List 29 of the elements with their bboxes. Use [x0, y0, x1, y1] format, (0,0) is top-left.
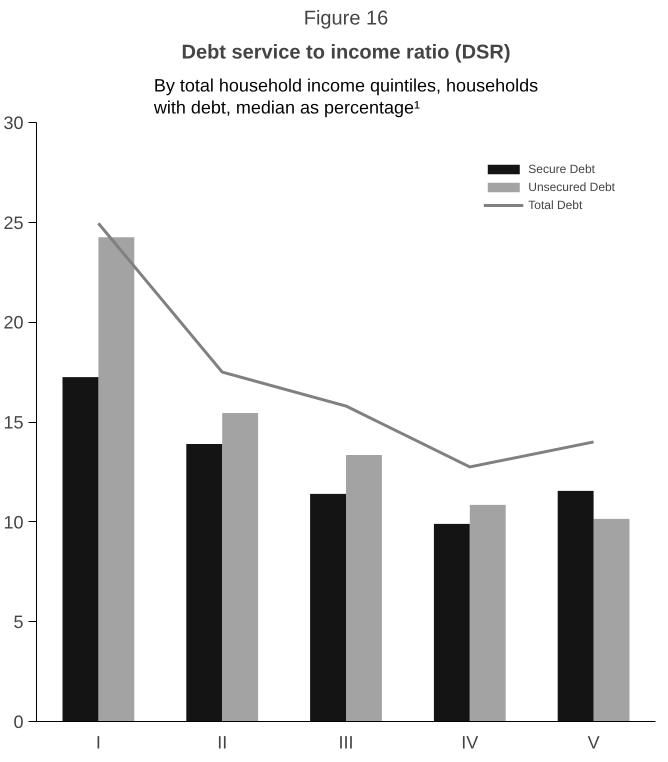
caption: Figure 16 — [304, 8, 388, 30]
y-tick-label: 30 — [3, 113, 24, 133]
legend-label: Total Debt — [528, 198, 582, 212]
x-tick-label: V — [588, 732, 600, 752]
y-tick-label: 5 — [13, 612, 24, 632]
bar — [558, 490, 594, 722]
legend-label: Secure Debt — [528, 162, 595, 176]
line-series — [96, 222, 596, 468]
bar — [62, 377, 98, 722]
chart-subtitle: By total household income quintiles, households with debt, median as percentage¹ — [152, 76, 538, 118]
bar — [310, 494, 346, 722]
y-tick-label: 25 — [3, 212, 24, 233]
x-tick-label: I — [96, 732, 101, 752]
y-tick-label: 15 — [3, 412, 24, 432]
bar — [346, 454, 382, 722]
bar — [186, 444, 222, 722]
y-tick-label: 0 — [13, 712, 24, 732]
y-tick-label: 10 — [3, 512, 24, 532]
chart-title: Debt service to income ratio (DSR) — [182, 42, 510, 64]
legend-label: Unsecured Debt — [528, 180, 615, 194]
bar — [222, 413, 258, 722]
x-tick-label: III — [338, 732, 354, 752]
x-tick-label: IV — [461, 732, 478, 752]
bar — [98, 237, 134, 722]
x-tick-label: II — [217, 732, 228, 752]
y-tick-label: 20 — [3, 312, 24, 333]
bar — [470, 504, 506, 722]
bar — [594, 518, 630, 722]
bar — [434, 524, 470, 722]
